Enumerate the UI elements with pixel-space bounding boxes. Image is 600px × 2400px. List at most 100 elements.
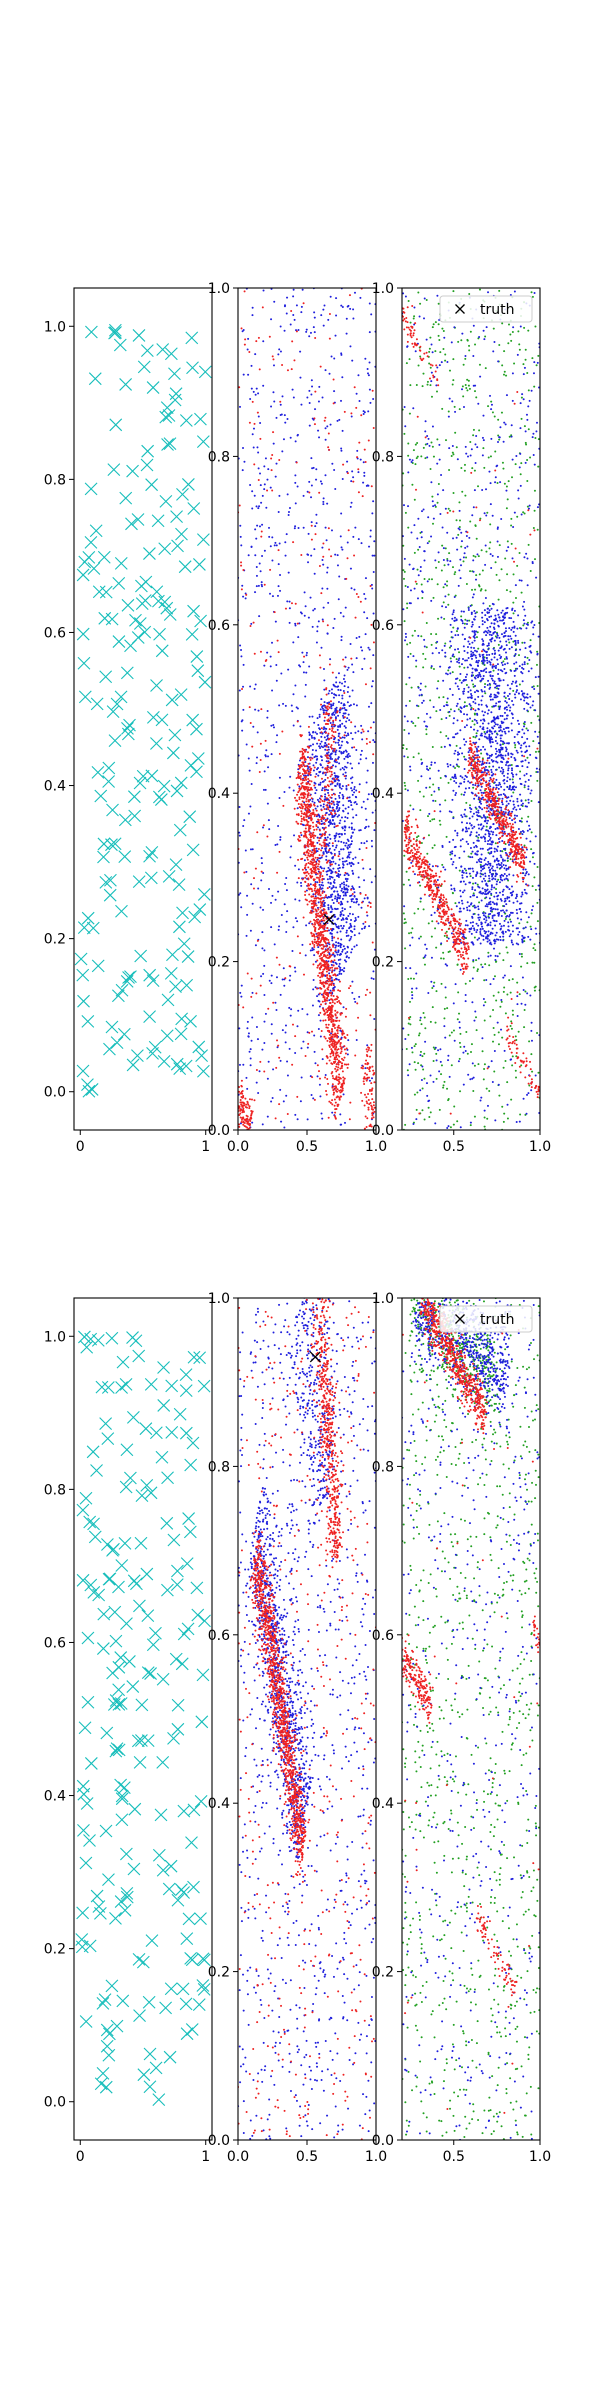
- particle: [514, 1069, 517, 1072]
- particle: [417, 548, 420, 551]
- particle: [334, 784, 337, 787]
- particle: [347, 800, 350, 803]
- particle: [487, 1065, 490, 1068]
- particle: [326, 878, 329, 881]
- particle: [326, 976, 329, 979]
- particle: [315, 749, 318, 752]
- particle: [319, 930, 322, 933]
- sample-point: [190, 722, 203, 736]
- particle: [458, 651, 461, 654]
- particle: [276, 734, 279, 737]
- particle: [472, 1089, 475, 1092]
- particle: [330, 906, 333, 909]
- particle: [337, 1048, 340, 1051]
- particle: [286, 910, 289, 913]
- particle: [318, 837, 321, 840]
- particle: [373, 829, 376, 832]
- particle: [327, 785, 330, 788]
- particle: [318, 932, 321, 935]
- particle: [305, 868, 308, 871]
- particle: [333, 1026, 336, 1029]
- particle: [256, 831, 259, 834]
- particle: [240, 561, 243, 564]
- particle: [341, 707, 344, 710]
- particle: [360, 749, 363, 752]
- particle: [404, 584, 407, 587]
- particle: [354, 918, 357, 921]
- particle: [347, 874, 350, 877]
- particle: [343, 829, 346, 832]
- particle: [351, 470, 354, 473]
- particle: [311, 843, 314, 846]
- particle: [309, 744, 312, 747]
- particle: [297, 838, 300, 841]
- particle: [262, 872, 265, 875]
- particle: [313, 756, 316, 759]
- particle: [420, 1023, 423, 1026]
- particle: [508, 979, 511, 982]
- particle: [480, 963, 483, 966]
- particle: [275, 679, 278, 682]
- particle: [281, 978, 284, 981]
- particle: [314, 881, 317, 884]
- particle: [423, 578, 426, 581]
- particle: [291, 949, 294, 952]
- particle: [533, 876, 536, 879]
- particle: [359, 753, 362, 756]
- particle: [320, 795, 323, 798]
- particle: [266, 478, 269, 481]
- particle: [537, 438, 540, 441]
- particle: [516, 515, 519, 518]
- sample-point: [192, 1040, 206, 1054]
- particle: [465, 387, 468, 390]
- sample-point: [164, 966, 178, 980]
- particle: [336, 782, 339, 785]
- particle: [303, 785, 306, 788]
- particle: [419, 935, 422, 938]
- particle: [281, 1029, 284, 1032]
- particle: [418, 790, 421, 793]
- particle: [284, 1024, 287, 1027]
- particle: [437, 302, 440, 305]
- particle: [240, 564, 243, 567]
- particle: [335, 846, 338, 849]
- particle: [485, 488, 488, 491]
- particle: [315, 876, 318, 879]
- sample-point: [169, 858, 183, 872]
- particle: [350, 835, 353, 838]
- particle: [259, 437, 262, 440]
- particle: [488, 604, 491, 607]
- particle: [502, 1066, 505, 1069]
- particle: [483, 512, 486, 515]
- particle: [278, 796, 281, 799]
- particle: [325, 754, 328, 757]
- particle: [321, 902, 324, 905]
- particle: [324, 427, 327, 430]
- particle: [347, 686, 350, 689]
- particle: [494, 561, 497, 564]
- particle: [405, 683, 408, 686]
- particle: [325, 1023, 328, 1026]
- sample-point: [76, 568, 90, 582]
- particle: [313, 871, 316, 874]
- sample-point: [140, 458, 154, 472]
- particle: [334, 1013, 337, 1016]
- particle: [307, 762, 310, 765]
- particle: [451, 451, 454, 454]
- particle: [312, 764, 315, 767]
- particle: [308, 1031, 311, 1034]
- particle: [303, 779, 306, 782]
- particle: [327, 746, 330, 749]
- particle: [238, 1027, 241, 1030]
- particle: [324, 963, 327, 966]
- particle: [370, 793, 373, 796]
- particle: [334, 961, 337, 964]
- particle: [286, 1112, 289, 1115]
- particle: [308, 731, 311, 734]
- particle: [341, 376, 344, 379]
- particle: [279, 403, 282, 406]
- particle: [341, 917, 344, 920]
- particle: [333, 1098, 336, 1101]
- particle: [367, 1092, 370, 1095]
- particle: [334, 334, 337, 337]
